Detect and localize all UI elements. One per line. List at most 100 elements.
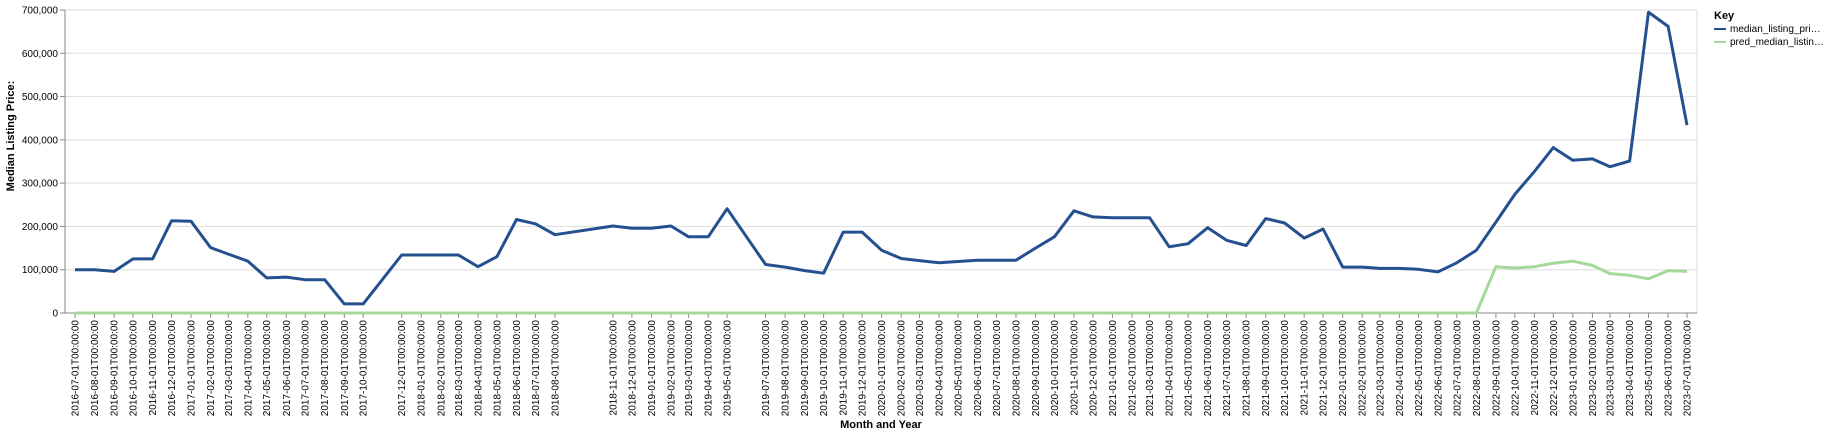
x-tick-label: 2022-11-01T00:00:00 bbox=[1530, 320, 1541, 416]
x-tick-label: 2020-01-01T00:00:00 bbox=[877, 320, 888, 417]
x-tick-label: 2022-06-01T00:00:00 bbox=[1433, 320, 1444, 417]
x-tick-label: 2017-07-01T00:00:00 bbox=[301, 320, 312, 417]
x-tick-label: 2020-04-01T00:00:00 bbox=[935, 320, 946, 417]
x-tick-label: 2020-12-01T00:00:00 bbox=[1088, 320, 1099, 417]
x-tick-label: 2020-05-01T00:00:00 bbox=[953, 320, 964, 417]
x-tick-label: 2021-11-01T00:00:00 bbox=[1300, 320, 1311, 416]
x-tick-label: 2021-01-01T00:00:00 bbox=[1108, 320, 1119, 417]
series-line bbox=[75, 10, 1689, 306]
x-tick-label: 2016-09-01T00:00:00 bbox=[110, 320, 121, 417]
x-tick-label: 2018-04-01T00:00:00 bbox=[474, 320, 485, 417]
y-axis-title: Median Listing Price: bbox=[5, 81, 17, 192]
x-tick-label: 2016-10-01T00:00:00 bbox=[129, 320, 140, 417]
x-tick-label: 2017-08-01T00:00:00 bbox=[320, 320, 331, 417]
series-line bbox=[75, 259, 1688, 315]
x-tick-label: 2018-01-01T00:00:00 bbox=[417, 320, 428, 417]
x-tick-label: 2018-11-01T00:00:00 bbox=[608, 320, 619, 416]
y-axis: 0 100,000 200,000 300,000 400,000 500,000 600,… bbox=[22, 6, 66, 320]
x-tick-label: 2021-06-01T00:00:00 bbox=[1203, 320, 1214, 417]
x-tick-label: 2021-12-01T00:00:00 bbox=[1319, 320, 1330, 417]
x-tick-label: 2018-12-01T00:00:00 bbox=[627, 320, 638, 417]
x-tick-label: 2020-02-01T00:00:00 bbox=[897, 320, 908, 417]
x-tick-label: 2016-07-01T00:00:00 bbox=[71, 320, 82, 417]
x-tick-label: 2019-04-01T00:00:00 bbox=[704, 320, 715, 417]
x-tick-label: 2017-03-01T00:00:00 bbox=[224, 320, 235, 417]
x-tick-label: 2021-09-01T00:00:00 bbox=[1261, 320, 1272, 417]
x-tick-label: 2023-07-01T00:00:00 bbox=[1683, 320, 1694, 417]
x-tick-label: 2019-07-01T00:00:00 bbox=[761, 320, 772, 417]
x-tick-label: 2023-01-01T00:00:00 bbox=[1568, 320, 1579, 417]
x-tick-label: 2022-04-01T00:00:00 bbox=[1395, 320, 1406, 417]
x-tick-label: 2023-05-01T00:00:00 bbox=[1644, 320, 1655, 417]
y-tick-label: 100,000 bbox=[22, 265, 59, 276]
x-tick-label: 2019-11-01T00:00:00 bbox=[839, 320, 850, 416]
x-tick-label: 2020-08-01T00:00:00 bbox=[1011, 320, 1022, 417]
x-tick-label: 2019-12-01T00:00:00 bbox=[858, 320, 869, 417]
x-tick-label: 2023-06-01T00:00:00 bbox=[1664, 320, 1675, 417]
gridlines bbox=[65, 9, 1698, 314]
x-tick-label: 2016-11-01T00:00:00 bbox=[148, 320, 159, 416]
x-tick-label: 2019-08-01T00:00:00 bbox=[781, 320, 792, 417]
x-tick-label: 2022-12-01T00:00:00 bbox=[1549, 320, 1560, 417]
x-tick-label: 2017-05-01T00:00:00 bbox=[262, 320, 273, 417]
x-tick-label: 2019-10-01T00:00:00 bbox=[819, 320, 830, 417]
x-tick-label: 2019-05-01T00:00:00 bbox=[723, 320, 734, 417]
x-tick-label: 2020-11-01T00:00:00 bbox=[1069, 320, 1080, 416]
y-tick-label: 300,000 bbox=[22, 179, 59, 190]
x-tick-label: 2019-02-01T00:00:00 bbox=[666, 320, 677, 417]
x-axis: 2016-07-01T00:00:00 2016-08-01T00:00:00 20… bbox=[65, 312, 1697, 417]
x-tick-label: 2021-04-01T00:00:00 bbox=[1165, 320, 1176, 417]
x-tick-label: 2018-08-01T00:00:00 bbox=[550, 320, 561, 417]
x-tick-label: 2022-02-01T00:00:00 bbox=[1358, 320, 1369, 417]
y-tick-label: 500,000 bbox=[22, 92, 59, 103]
series-lines bbox=[75, 10, 1689, 315]
x-tick-label: 2018-06-01T00:00:00 bbox=[512, 320, 523, 417]
x-tick-label: 2019-09-01T00:00:00 bbox=[800, 320, 811, 417]
x-tick-label: 2016-12-01T00:00:00 bbox=[167, 320, 178, 417]
x-tick-label: 2018-05-01T00:00:00 bbox=[492, 320, 503, 417]
x-axis-title: Month and Year bbox=[840, 419, 922, 431]
legend: Key median_listing_pri… pred_median_listi… bbox=[1714, 10, 1824, 48]
x-tick-label: 2022-01-01T00:00:00 bbox=[1338, 320, 1349, 417]
x-tick-label: 2019-01-01T00:00:00 bbox=[647, 320, 658, 417]
x-tick-label: 2017-09-01T00:00:00 bbox=[340, 320, 351, 417]
x-tick-label: 2022-05-01T00:00:00 bbox=[1414, 320, 1425, 417]
y-tick-label: 700,000 bbox=[22, 6, 59, 17]
legend-title: Key bbox=[1714, 10, 1735, 22]
x-tick-label: 2017-04-01T00:00:00 bbox=[243, 320, 254, 417]
x-tick-label: 2022-07-01T00:00:00 bbox=[1452, 320, 1463, 417]
x-tick-label: 2022-03-01T00:00:00 bbox=[1375, 320, 1386, 417]
x-tick-label: 2021-05-01T00:00:00 bbox=[1184, 320, 1195, 417]
x-tick-label: 2018-02-01T00:00:00 bbox=[436, 320, 447, 417]
x-tick-label: 2017-06-01T00:00:00 bbox=[282, 320, 293, 417]
x-tick-label: 2017-01-01T00:00:00 bbox=[187, 320, 198, 417]
x-tick-label: 2023-02-01T00:00:00 bbox=[1588, 320, 1599, 417]
x-tick-label: 2020-09-01T00:00:00 bbox=[1031, 320, 1042, 417]
x-tick-label: 2021-03-01T00:00:00 bbox=[1145, 320, 1156, 417]
x-tick-label: 2017-12-01T00:00:00 bbox=[397, 320, 408, 417]
x-tick-label: 2020-07-01T00:00:00 bbox=[992, 320, 1003, 417]
y-tick-label: 200,000 bbox=[22, 222, 59, 233]
x-tick-label: 2017-02-01T00:00:00 bbox=[206, 320, 217, 417]
x-tick-label: 2020-03-01T00:00:00 bbox=[915, 320, 926, 417]
x-tick-label: 2020-06-01T00:00:00 bbox=[973, 320, 984, 417]
y-tick-label: 600,000 bbox=[22, 49, 59, 60]
x-tick-label: 2023-03-01T00:00:00 bbox=[1606, 320, 1617, 417]
x-tick-label: 2019-03-01T00:00:00 bbox=[684, 320, 695, 417]
x-tick-label: 2018-03-01T00:00:00 bbox=[454, 320, 465, 417]
x-tick-label: 2023-04-01T00:00:00 bbox=[1625, 320, 1636, 417]
x-tick-label: 2021-08-01T00:00:00 bbox=[1242, 320, 1253, 417]
y-tick-label: 0 bbox=[52, 309, 58, 320]
legend-label: median_listing_pri… bbox=[1730, 24, 1821, 35]
x-tick-label: 2022-08-01T00:00:00 bbox=[1472, 320, 1483, 417]
x-tick-label: 2021-02-01T00:00:00 bbox=[1128, 320, 1139, 417]
x-tick-label: 2020-10-01T00:00:00 bbox=[1050, 320, 1061, 417]
x-tick-label: 2022-09-01T00:00:00 bbox=[1491, 320, 1502, 417]
x-tick-label: 2016-08-01T00:00:00 bbox=[90, 320, 101, 417]
x-tick-label: 2017-10-01T00:00:00 bbox=[359, 320, 370, 417]
x-tick-label: 2021-07-01T00:00:00 bbox=[1222, 320, 1233, 417]
x-tick-label: 2018-07-01T00:00:00 bbox=[531, 320, 542, 417]
x-tick-label: 2022-10-01T00:00:00 bbox=[1510, 320, 1521, 417]
x-tick-label: 2021-10-01T00:00:00 bbox=[1280, 320, 1291, 417]
